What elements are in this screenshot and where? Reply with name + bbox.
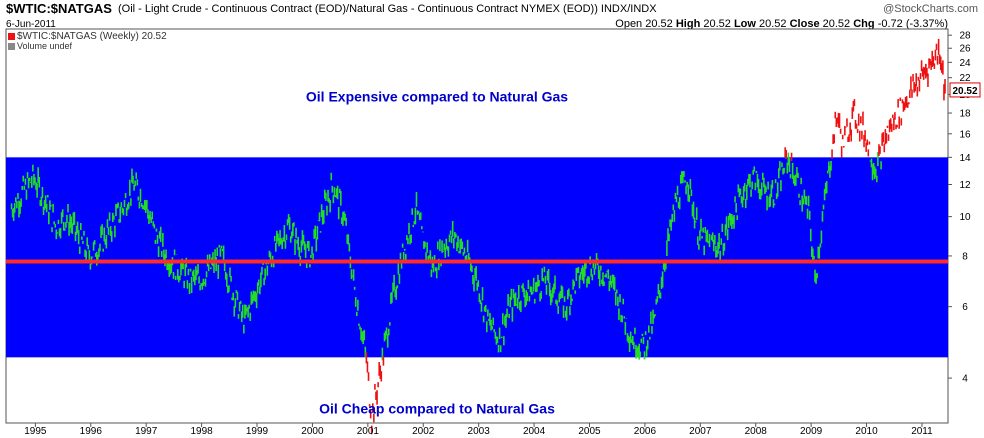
x-tick-label: 2007	[689, 426, 712, 437]
x-tick-label: 2004	[523, 426, 546, 437]
y-tick-label: 18	[959, 109, 971, 120]
chart-date: 6-Jun-2011	[6, 19, 56, 30]
y-tick-label: 4	[962, 374, 968, 385]
x-tick-label: 2002	[412, 426, 435, 437]
open-label: Open	[615, 18, 643, 30]
x-tick-label: 1998	[190, 426, 213, 437]
high-label: High	[675, 18, 701, 30]
x-tick-label: 2010	[855, 426, 878, 437]
volume-legend: Volume undef	[8, 41, 72, 51]
x-tick-label: 1995	[24, 426, 47, 437]
close-label: Close	[789, 18, 820, 30]
y-tick-label: 6	[962, 302, 968, 313]
low-value: 20.52	[759, 18, 787, 30]
y-tick-label: 10	[959, 212, 971, 223]
close-value: 20.52	[822, 18, 851, 30]
chart-symbol: $WTIC:$NATGAS	[6, 1, 112, 16]
annotation-expensive: Oil Expensive compared to Natural Gas	[306, 88, 568, 104]
x-tick-label: 2006	[634, 426, 657, 437]
x-tick-label: 2005	[578, 426, 601, 437]
x-tick-label: 2009	[800, 426, 823, 437]
open-value: 20.52	[645, 18, 673, 30]
annotation-cheap: Oil Cheap compared to Natural Gas	[319, 400, 555, 416]
x-tick-label: 2008	[745, 426, 768, 437]
y-tick-label: 28	[959, 31, 971, 42]
chg-value: -0.72 (-3.37%)	[877, 18, 948, 30]
ohlc-summary: Open 20.52 High 20.52 Low 20.52 Close 20…	[615, 18, 948, 30]
x-tick-label: 1997	[135, 426, 158, 437]
last-price-label: 20.52	[952, 86, 977, 97]
volume-swatch-icon	[8, 43, 15, 51]
x-tick-label: 1996	[80, 426, 103, 437]
chg-label: Chg	[853, 18, 875, 30]
volume-legend-label: Volume undef	[17, 41, 73, 51]
y-tick-label: 12	[959, 180, 971, 191]
price-swatch-icon	[8, 32, 15, 40]
x-tick-label: 2011	[911, 426, 933, 437]
x-tick-label: 2000	[301, 426, 324, 437]
last-price-box	[949, 82, 981, 98]
price-legend-label: $WTIC:$NATGAS (Weekly) 20.52	[17, 31, 167, 42]
y-tick-label: 26	[959, 44, 971, 55]
stockcharts-logo: @StockCharts.com	[883, 3, 978, 15]
low-label: Low	[733, 18, 756, 30]
y-tick-label: 16	[959, 129, 971, 140]
x-tick-label: 2003	[468, 426, 491, 437]
high-value: 20.52	[703, 18, 731, 30]
price-legend: $WTIC:$NATGAS (Weekly) 20.52	[8, 31, 167, 42]
y-tick-label: 14	[959, 153, 971, 164]
x-tick-label: 2001	[357, 426, 380, 437]
range-band	[6, 157, 948, 358]
y-tick-label: 8	[962, 251, 968, 262]
y-tick-label: 22	[959, 73, 971, 84]
chart-description: (Oil - Light Crude - Continuous Contract…	[118, 3, 657, 15]
y-tick-label: 24	[959, 58, 971, 69]
x-tick-label: 1999	[246, 426, 269, 437]
